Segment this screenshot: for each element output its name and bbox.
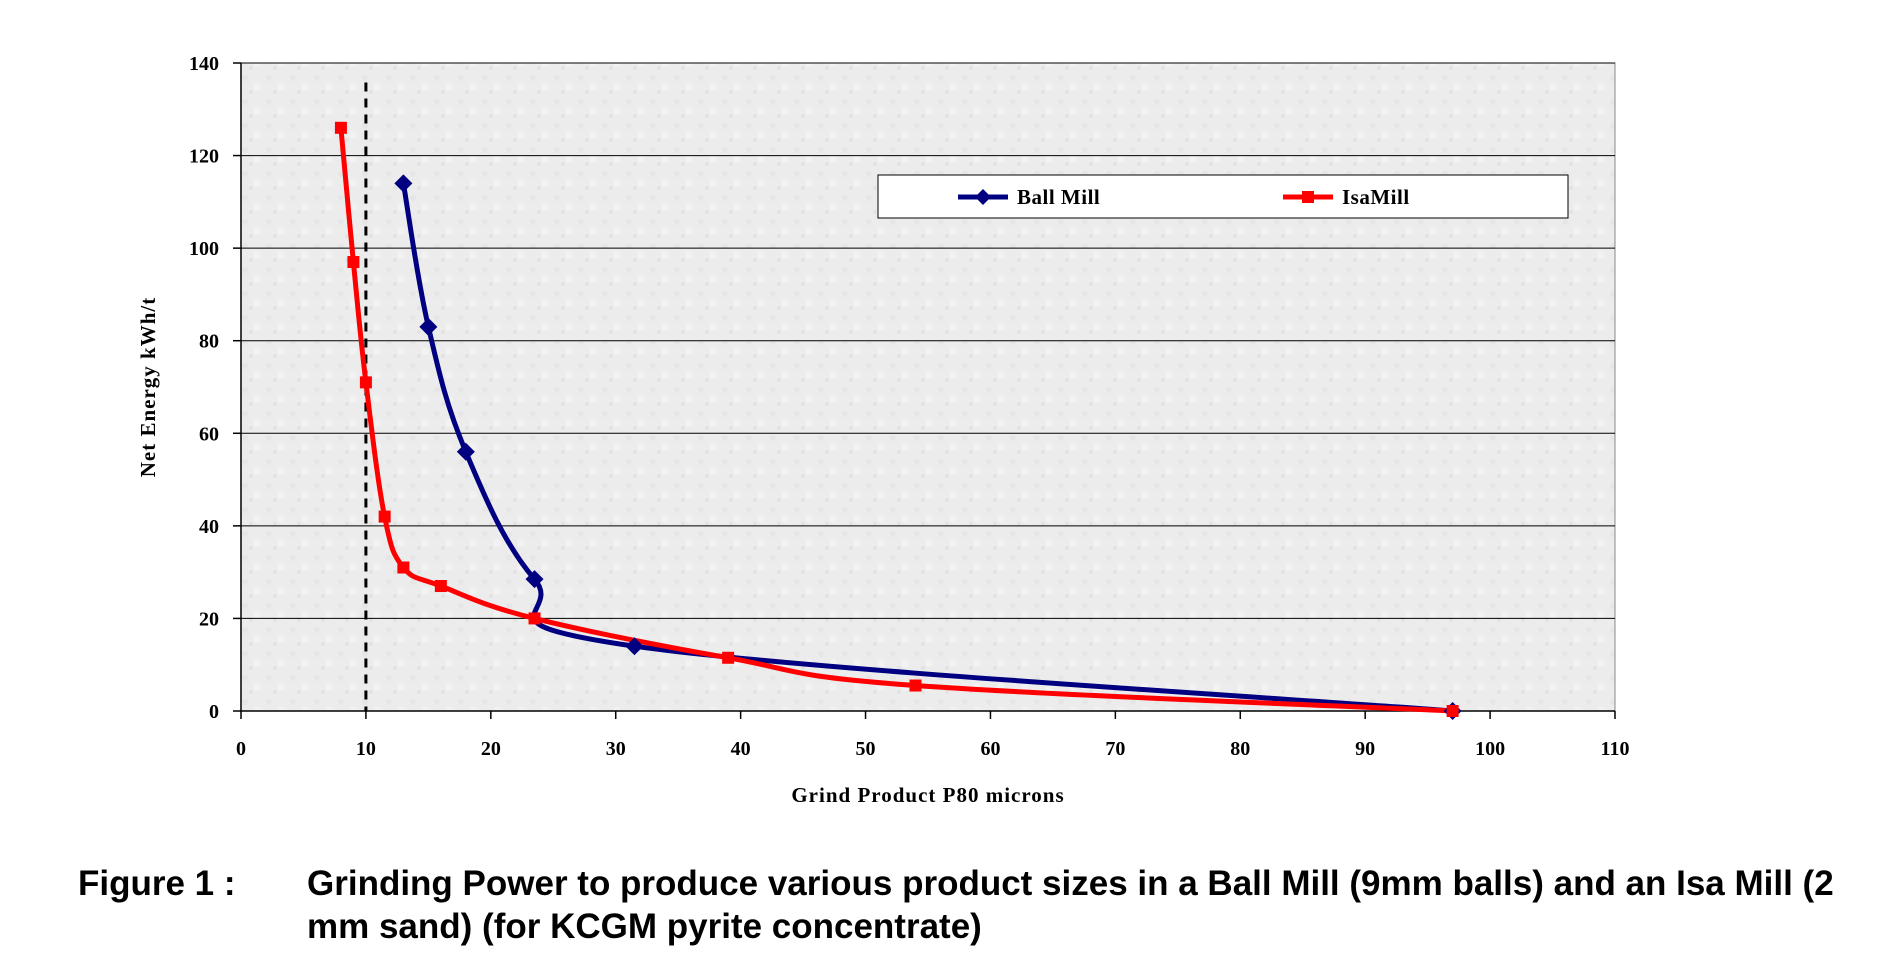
point-isamill-0 <box>334 121 347 134</box>
y-tick-labels: 0 20 40 60 80 100 120 140 <box>189 53 219 723</box>
plot-area <box>240 62 1616 712</box>
point-isamill-2 <box>359 376 372 389</box>
point-ball-mill-4 <box>625 637 644 656</box>
point-isamill-5 <box>434 580 447 593</box>
legend-label-ball-mill: Ball Mill <box>1017 185 1100 209</box>
x-axis-title: Grind Product P80 microns <box>791 783 1064 807</box>
y-tick-label-40: 40 <box>199 516 219 538</box>
gridlines <box>241 62 1615 619</box>
point-isamill-1 <box>347 256 360 269</box>
series-group <box>334 121 1462 720</box>
y-tick-label-60: 60 <box>199 423 219 445</box>
series-line-isamill <box>338 127 1453 714</box>
x-tick-label-110: 110 <box>1601 738 1630 760</box>
y-tick-label-100: 100 <box>189 238 219 260</box>
point-isamill-3 <box>378 510 391 523</box>
x-tick-label-90: 90 <box>1355 738 1375 760</box>
x-tick-label-80: 80 <box>1230 738 1250 760</box>
x-tick-label-30: 30 <box>606 738 626 760</box>
axes <box>233 62 1616 719</box>
y-tick-label-80: 80 <box>199 331 219 353</box>
legend-label-isamill: IsaMill <box>1342 185 1410 209</box>
caption-text: Grinding Power to produce various produc… <box>307 864 1834 946</box>
x-tick-label-40: 40 <box>731 738 751 760</box>
point-ball-mill-0 <box>394 174 413 193</box>
x-tick-label-100: 100 <box>1475 738 1505 760</box>
x-tick-label-60: 60 <box>980 738 1000 760</box>
y-axis-title: Net Energy kWh/t <box>136 297 160 478</box>
x-tick-label-50: 50 <box>856 738 876 760</box>
legend: Ball Mill IsaMill <box>877 174 1569 219</box>
point-isamill-9 <box>1446 705 1459 717</box>
y-tick-label-20: 20 <box>199 608 219 630</box>
x-tick-label-20: 20 <box>481 738 501 760</box>
x-tick-label-0: 0 <box>236 738 246 760</box>
x-tick-label-70: 70 <box>1105 738 1125 760</box>
point-isamill-8 <box>909 679 922 692</box>
point-ball-mill-2 <box>456 442 475 461</box>
y-tick-label-0: 0 <box>209 701 219 723</box>
x-tick-labels: 0 10 20 30 40 50 60 70 80 90 100 110 <box>236 738 1629 760</box>
point-isamill-7 <box>722 651 735 664</box>
y-tick-label-120: 120 <box>189 146 219 168</box>
point-ball-mill-3 <box>525 570 544 589</box>
legend-marker-ball-mill <box>975 189 991 205</box>
point-isamill-6 <box>528 612 541 625</box>
x-tick-label-10: 10 <box>356 738 376 760</box>
caption-label: Figure 1 : <box>78 864 236 903</box>
legend-marker-isamill <box>1302 191 1314 203</box>
y-tick-label-140: 140 <box>189 53 219 75</box>
point-ball-mill-1 <box>419 317 438 336</box>
point-isamill-4 <box>397 561 410 574</box>
